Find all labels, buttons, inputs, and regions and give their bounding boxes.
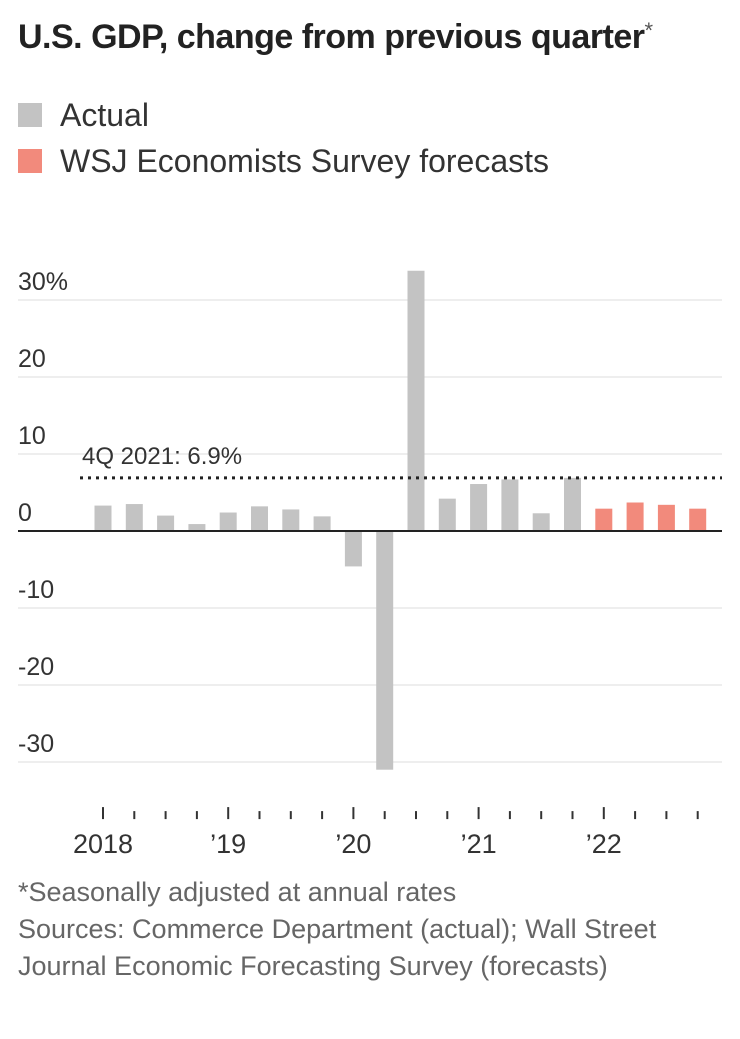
footnote-text: *Seasonally adjusted at annual rates bbox=[18, 877, 457, 907]
bar-actual bbox=[532, 513, 550, 531]
y-tick-label: 30% bbox=[18, 268, 68, 296]
bar-actual bbox=[94, 505, 112, 531]
bar-actual bbox=[313, 516, 331, 531]
title-footnote-marker: * bbox=[644, 18, 654, 43]
x-tick-label: ’21 bbox=[461, 829, 497, 859]
y-tick-label: -20 bbox=[18, 653, 54, 681]
bar-actual bbox=[188, 524, 206, 531]
bar-forecast bbox=[657, 504, 675, 531]
bar-actual bbox=[470, 484, 488, 531]
bar-actual bbox=[407, 270, 425, 531]
legend: Actual WSJ Economists Survey forecasts bbox=[18, 92, 549, 184]
bar-actual bbox=[157, 515, 175, 531]
legend-label-actual: Actual bbox=[60, 96, 149, 133]
legend-item-forecast: WSJ Economists Survey forecasts bbox=[18, 138, 549, 184]
bar-forecast bbox=[595, 508, 613, 531]
legend-swatch-actual bbox=[18, 103, 42, 127]
legend-label-forecast: WSJ Economists Survey forecasts bbox=[60, 142, 550, 179]
bar-forecast bbox=[689, 508, 707, 531]
y-tick-label: 10 bbox=[18, 422, 46, 450]
legend-swatch-forecast bbox=[18, 149, 42, 173]
y-tick-label: 0 bbox=[18, 499, 32, 527]
x-tick-label: 2018 bbox=[73, 829, 133, 859]
sources-text: Sources: Commerce Department (actual); W… bbox=[18, 914, 657, 981]
bar-actual bbox=[125, 504, 143, 531]
y-tick-label: -30 bbox=[18, 730, 54, 758]
reference-line-label: 4Q 2021: 6.9% bbox=[82, 443, 242, 470]
bar-actual bbox=[251, 506, 268, 531]
x-tick-label: ’20 bbox=[335, 829, 371, 859]
x-tick-label: ’19 bbox=[210, 829, 246, 859]
bar-actual bbox=[282, 509, 300, 531]
chart-title: U.S. GDP, change from previous quarter* bbox=[18, 18, 654, 56]
bar-actual bbox=[376, 531, 394, 770]
bar-actual bbox=[501, 479, 519, 531]
y-tick-label: 20 bbox=[18, 345, 46, 373]
bar-actual bbox=[344, 531, 362, 567]
x-tick-label: ’22 bbox=[586, 829, 622, 859]
legend-item-actual: Actual bbox=[18, 92, 549, 138]
gdp-bar-chart: 30% 20 10 0 -10 -20 -30 4Q 2021: 6.9% 2018 ’19 ’20… bbox=[18, 268, 722, 859]
y-tick-label: -10 bbox=[18, 576, 54, 604]
bar-actual bbox=[438, 498, 456, 531]
bar-forecast bbox=[626, 502, 644, 531]
footnote-block: *Seasonally adjusted at annual rates Sou… bbox=[18, 874, 718, 985]
bar-actual bbox=[219, 512, 237, 531]
bar-actual bbox=[564, 477, 581, 531]
